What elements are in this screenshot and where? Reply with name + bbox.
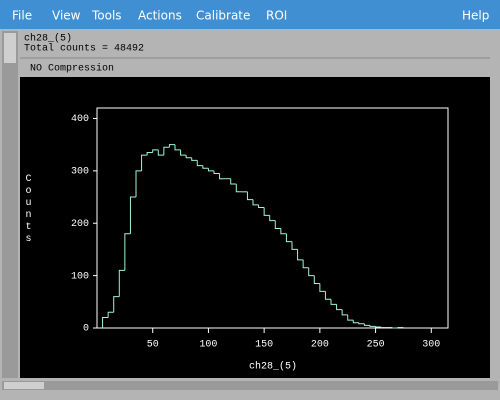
histogram-bin	[274, 220, 281, 229]
x-tick-label: 300	[422, 340, 440, 351]
histogram-bin	[174, 144, 181, 151]
histogram-bin	[358, 322, 365, 325]
histogram-bin	[180, 149, 187, 156]
histogram-bin	[324, 291, 331, 300]
histogram-bin	[157, 149, 164, 156]
y-tick-label: 100	[71, 271, 89, 282]
histogram-bin	[313, 275, 320, 284]
h-scroll-thumb[interactable]	[4, 382, 44, 389]
histogram-bin	[369, 325, 376, 327]
histogram-bin	[118, 269, 125, 297]
histogram-bin	[135, 170, 142, 198]
histogram-bin	[252, 199, 259, 206]
channel-name: ch28_(5)	[24, 33, 72, 45]
histogram-bin	[319, 283, 326, 292]
histogram-bin	[297, 249, 304, 261]
histogram-bin	[202, 165, 209, 169]
histogram-bin	[341, 309, 348, 316]
histogram-bin	[347, 314, 354, 321]
menu-item[interactable]: View	[52, 9, 81, 23]
histogram-bin	[124, 233, 131, 271]
menu-item[interactable]: Actions	[138, 9, 182, 23]
y-tick-label: 0	[83, 324, 89, 335]
histogram-bin	[269, 215, 276, 222]
compression: NO Compression	[30, 63, 114, 75]
y-tick-label: 300	[71, 166, 89, 177]
histogram-bin	[141, 154, 148, 171]
x-tick-label: 250	[367, 340, 385, 351]
v-scrollbar[interactable]	[2, 31, 18, 378]
histogram-bin	[308, 267, 315, 277]
menu-item[interactable]: Calibrate	[196, 9, 250, 23]
histogram-bin	[375, 326, 382, 328]
histogram-bin	[146, 152, 153, 156]
histogram-bin	[207, 168, 214, 172]
histogram-bin	[107, 311, 114, 318]
menu-bar	[0, 0, 500, 29]
histogram-bin	[352, 320, 359, 324]
histogram-bin	[302, 259, 309, 269]
x-tick-label: 150	[255, 340, 273, 351]
menu-item[interactable]: Help	[462, 9, 489, 23]
histogram-bin	[191, 157, 198, 161]
axes-frame	[96, 107, 449, 329]
histogram-bin	[213, 170, 220, 174]
menu-item[interactable]: File	[12, 9, 32, 23]
histogram-bin	[113, 296, 120, 313]
histogram-bin	[336, 304, 343, 311]
histogram-bin	[219, 173, 226, 180]
x-tick-label: 200	[311, 340, 329, 351]
menu-item[interactable]: Tools	[91, 9, 122, 23]
x-tick-label: 50	[147, 340, 159, 351]
histogram-bin	[363, 323, 370, 326]
histogram-bin	[152, 149, 159, 153]
y-axis-label: Counts	[23, 174, 34, 246]
histogram-bin	[196, 160, 203, 167]
y-tick-label: 400	[71, 114, 89, 125]
histogram-bin	[230, 178, 237, 185]
histogram-bin	[263, 207, 270, 216]
histogram-bin	[258, 204, 265, 209]
histogram-bin	[291, 241, 298, 250]
h-scrollbar[interactable]	[2, 381, 498, 390]
plot-area	[20, 77, 490, 378]
histogram-bin	[330, 299, 337, 305]
menu-item[interactable]: ROI	[266, 9, 287, 23]
histogram-bin	[129, 196, 136, 234]
histogram-bin	[163, 146, 170, 156]
histogram-bin	[380, 326, 387, 328]
histogram-bin	[246, 191, 253, 201]
y-tick-label: 200	[71, 219, 89, 230]
v-scroll-thumb[interactable]	[4, 33, 16, 63]
histogram-bin	[280, 228, 287, 235]
histogram-bin	[185, 155, 192, 159]
histogram-bin	[102, 317, 109, 328]
histogram-bin	[397, 326, 404, 328]
total-counts: Total counts = 48492	[24, 43, 144, 55]
x-tick-label: 100	[199, 340, 217, 351]
histogram-bin	[285, 233, 292, 243]
x-axis-label: ch28_(5)	[249, 361, 297, 373]
histogram-bin	[235, 183, 242, 193]
histogram-bin	[391, 327, 398, 329]
histogram-bin	[168, 144, 175, 148]
